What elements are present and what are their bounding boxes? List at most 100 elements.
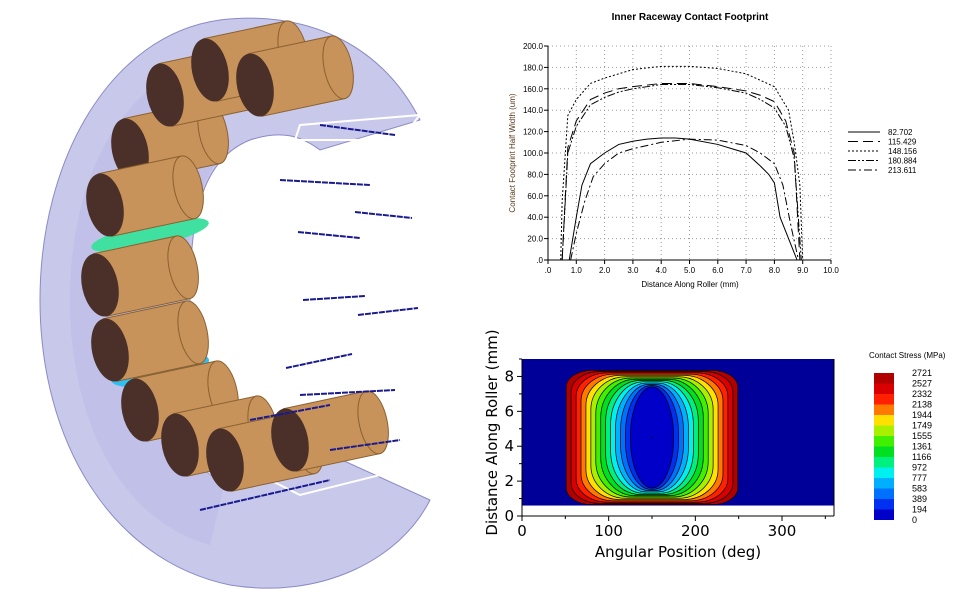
x-axis-label: Angular Position (deg) bbox=[595, 543, 761, 561]
roller-end-face bbox=[86, 173, 124, 237]
colorbar-swatch bbox=[874, 425, 894, 436]
load-vector bbox=[285, 353, 353, 369]
colorbar-level-label: 1166 bbox=[912, 452, 931, 462]
colorbar-level-label: 1749 bbox=[912, 421, 932, 431]
colorbar-swatch bbox=[874, 436, 894, 447]
load-vector bbox=[357, 307, 419, 316]
colorbar-swatch bbox=[874, 478, 894, 489]
bearing-3d-render bbox=[39, 17, 431, 589]
y-tick-label: 6 bbox=[504, 402, 514, 420]
peak-marker bbox=[651, 436, 653, 439]
load-vector bbox=[302, 295, 366, 301]
colorbar-level-label: 194 bbox=[912, 505, 927, 515]
roller-end-face bbox=[191, 38, 229, 102]
ring-slot-top bbox=[263, 113, 423, 192]
roller bbox=[86, 155, 204, 237]
x-tick-label: 9.0 bbox=[797, 266, 809, 275]
colorbar-level-label: 0 bbox=[912, 515, 917, 525]
legend-label: 115.429 bbox=[888, 138, 917, 147]
colorbar-level-label: 777 bbox=[912, 473, 927, 483]
roller-end-face bbox=[81, 253, 119, 317]
y-tick-label: 20.0 bbox=[527, 235, 543, 244]
colorbar-level-label: 2138 bbox=[912, 400, 932, 410]
y-tick-label: 80.0 bbox=[527, 170, 543, 179]
x-tick-label: 200 bbox=[681, 522, 710, 540]
colorbar-level-label: 389 bbox=[912, 494, 927, 504]
series-line bbox=[561, 84, 802, 261]
series-line bbox=[560, 65, 804, 261]
roller bbox=[236, 35, 354, 117]
contact-footprint-chart: Inner Raceway Contact Footprint .0 1.0 2.0 3… bbox=[508, 12, 917, 289]
roller-far-end bbox=[177, 300, 209, 365]
load-vector bbox=[199, 479, 331, 511]
load-vector bbox=[297, 231, 361, 239]
chart-title: Inner Raceway Contact Footprint bbox=[612, 12, 769, 23]
y-tick-label: 4 bbox=[504, 437, 514, 455]
x-axis-label: Distance Along Roller (mm) bbox=[641, 280, 739, 289]
roller-far-end bbox=[172, 155, 204, 220]
colorbar-level-label: 1555 bbox=[912, 431, 932, 441]
x-tick-label: 7.0 bbox=[741, 266, 753, 275]
roller-end-face bbox=[271, 408, 309, 472]
y-tick-label: 140.0 bbox=[523, 106, 544, 115]
load-vector bbox=[354, 211, 413, 219]
colorbar-swatch bbox=[874, 509, 894, 520]
load-vector bbox=[249, 404, 331, 421]
colorbar-title: Contact Stress (MPa) bbox=[869, 351, 946, 360]
roller bbox=[81, 235, 199, 317]
y-tick-label: 8 bbox=[504, 367, 514, 385]
colorbar-swatch bbox=[874, 394, 894, 405]
load-vector bbox=[319, 124, 396, 136]
load-vector bbox=[299, 389, 396, 396]
x-tick-label: 6.0 bbox=[712, 266, 724, 275]
legend-label: 148.156 bbox=[888, 147, 917, 156]
colorbar-swatch bbox=[874, 499, 894, 510]
colorbar-swatch bbox=[874, 415, 894, 426]
legend-label: 213.611 bbox=[888, 166, 917, 175]
y-tick-label: 0 bbox=[504, 507, 514, 525]
load-vector bbox=[329, 439, 401, 451]
colorbar-swatch bbox=[874, 467, 894, 478]
y-tick-label: 200.0 bbox=[523, 42, 544, 51]
x-tick-label: 1.0 bbox=[571, 266, 583, 275]
roller-end-face bbox=[236, 53, 274, 117]
y-tick-label: 100.0 bbox=[523, 149, 544, 158]
colorbar-swatch bbox=[874, 404, 894, 415]
x-tick-label: 5.0 bbox=[684, 266, 696, 275]
x-tick-label: 300 bbox=[768, 522, 797, 540]
roller-end-face bbox=[91, 318, 129, 382]
colorbar-swatch bbox=[874, 457, 894, 468]
y-axis-label: Contact Footprint Half Width (um) bbox=[508, 93, 517, 212]
colorbar-level-label: 2332 bbox=[912, 389, 932, 399]
x-tick-label: 10.0 bbox=[823, 266, 839, 275]
roller bbox=[91, 300, 209, 382]
colorbar-swatch bbox=[874, 383, 894, 394]
y-tick-label: 160.0 bbox=[523, 85, 544, 94]
colorbar-level-label: 1361 bbox=[912, 442, 932, 452]
contact-patch bbox=[91, 217, 209, 253]
y-axis-label: Distance Along Roller (mm) bbox=[483, 329, 501, 535]
roller-far-end bbox=[167, 235, 199, 300]
y-tick-label: 40.0 bbox=[527, 213, 543, 222]
x-tick-label: 0 bbox=[517, 522, 527, 540]
colorbar-swatch bbox=[874, 446, 894, 457]
legend-label: 82.702 bbox=[888, 128, 913, 137]
series-line bbox=[570, 138, 799, 261]
y-tick-label: 60.0 bbox=[527, 192, 543, 201]
x-tick-label: 4.0 bbox=[656, 266, 668, 275]
roller-end-face bbox=[146, 63, 184, 127]
roller bbox=[271, 390, 389, 472]
load-vector bbox=[279, 179, 371, 186]
y-tick-label: .0 bbox=[536, 256, 543, 265]
roller-far-end bbox=[322, 35, 354, 100]
x-tick-label: 3.0 bbox=[627, 266, 639, 275]
roller-end-face bbox=[206, 428, 244, 492]
roller-end-face bbox=[161, 413, 199, 477]
y-tick-label: 180.0 bbox=[523, 63, 544, 72]
y-tick-label: 2 bbox=[504, 472, 514, 490]
colorbar-level-label: 972 bbox=[912, 463, 927, 473]
colorbar-swatch bbox=[874, 488, 894, 499]
colorbar-swatch bbox=[874, 373, 894, 384]
series-line bbox=[561, 82, 801, 261]
